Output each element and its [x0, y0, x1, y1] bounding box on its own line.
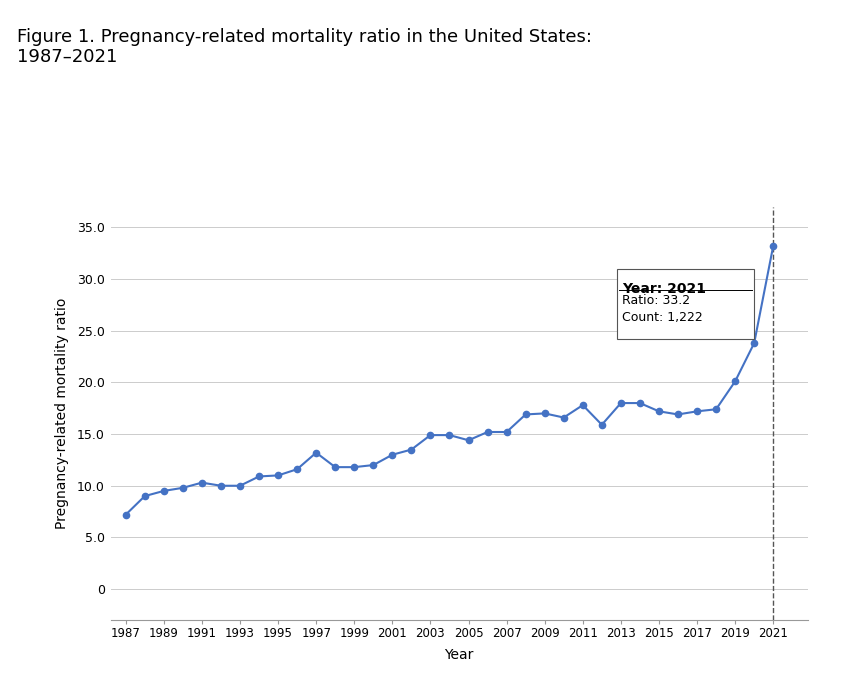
Text: Figure 1. Pregnancy-related mortality ratio in the United States:
1987–2021: Figure 1. Pregnancy-related mortality ra… — [17, 28, 592, 66]
Y-axis label: Pregnancy-related mortality ratio: Pregnancy-related mortality ratio — [54, 298, 69, 529]
Text: Ratio: 33.2: Ratio: 33.2 — [622, 294, 690, 307]
Text: Count: 1,222: Count: 1,222 — [622, 311, 703, 324]
Text: Year: 2021: Year: 2021 — [622, 282, 705, 296]
X-axis label: Year: Year — [445, 648, 473, 662]
FancyBboxPatch shape — [617, 269, 754, 339]
